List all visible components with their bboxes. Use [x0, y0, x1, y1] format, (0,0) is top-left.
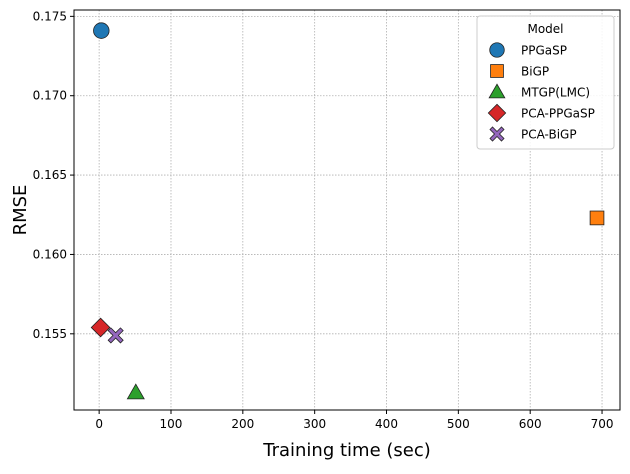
- x-tick-label: 0: [95, 417, 103, 431]
- y-tick-label: 0.160: [33, 247, 67, 261]
- y-tick-label: 0.175: [33, 9, 67, 23]
- legend-entry-label: BiGP: [521, 65, 549, 79]
- legend-marker: [489, 126, 505, 142]
- legend-entry-label: PPGaSP: [521, 44, 567, 58]
- legend-box: [476, 15, 615, 150]
- x-tick-label: 400: [375, 417, 398, 431]
- x-axis-label: Training time (sec): [262, 440, 431, 461]
- data-point-mtgp-lmc-: [126, 383, 145, 400]
- legend-marker: [488, 83, 506, 99]
- legend-entry-label: PCA-PPGaSP: [521, 107, 595, 121]
- plot-frame: [73, 9, 621, 411]
- x-tick-label: 200: [231, 417, 254, 431]
- legend-entry-label: PCA-BiGP: [521, 128, 577, 142]
- legend-entries: PPGaSP BiGP MTGP(LMC) PCA-PPGaSP PCA-BiGP: [487, 42, 595, 142]
- data-point-ppgasp: [93, 22, 110, 39]
- legend-marker: [490, 64, 504, 78]
- y-tick-label: 0.165: [33, 168, 67, 182]
- y-tick-label: 0.170: [33, 89, 67, 103]
- data-points: [90, 22, 605, 400]
- y-tick-label: 0.155: [33, 327, 67, 341]
- x-tick-label: 600: [519, 417, 542, 431]
- legend: Model PPGaSP BiGP MTGP(LMC) PCA-PPGaSP PCA-B…: [476, 15, 615, 150]
- legend-marker: [489, 42, 505, 58]
- legend-entry-label: MTGP(LMC): [521, 86, 590, 100]
- data-point-bigp: [589, 210, 605, 226]
- x-tick-label: 300: [303, 417, 326, 431]
- x-tick-label: 500: [447, 417, 470, 431]
- axes: 0 100 200 300 400 500 600 700 0.155 0.160 0.165 0.1…: [33, 9, 614, 431]
- legend-marker: [487, 103, 507, 123]
- x-tick-label: 100: [160, 417, 183, 431]
- y-axis-label: RMSE: [10, 185, 31, 236]
- data-point-pca-bigp: [107, 327, 124, 344]
- grid: [74, 10, 620, 410]
- x-tick-label: 700: [591, 417, 614, 431]
- data-point-pca-ppgasp: [90, 317, 111, 338]
- legend-title: Model: [527, 22, 563, 36]
